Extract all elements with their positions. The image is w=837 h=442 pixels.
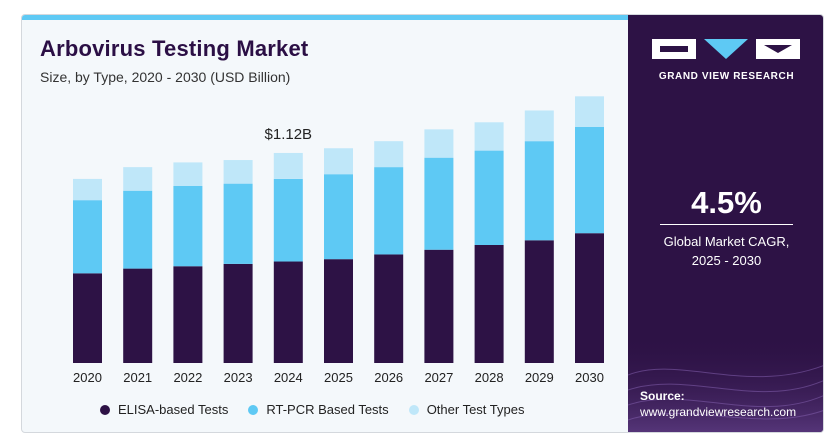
legend-label-rtpcr: RT-PCR Based Tests [266,402,389,417]
accent-bar [22,15,628,20]
x-tick-label-2021: 2021 [123,370,152,385]
x-tick-label-2030: 2030 [575,370,604,385]
bar-other-test-types-2026 [374,141,404,168]
bar-other-test-types-2028 [474,122,504,151]
legend-label-elisa: ELISA-based Tests [118,402,229,417]
chart-panel: Arbovirus Testing Market Size, by Type, … [22,20,628,432]
bar-other-test-types-2024 [273,152,303,179]
legend-item-elisa: ELISA-based Tests [100,402,228,417]
x-tick-label-2023: 2023 [224,370,253,385]
chart-subtitle: Size, by Type, 2020 - 2030 (USD Billion) [40,69,291,85]
bar-other-test-types-2027 [424,129,454,158]
legend-item-other: Other Test Types [408,402,525,417]
chart-title: Arbovirus Testing Market [40,36,309,61]
bar-other-test-types-2021 [123,167,153,191]
legend-item-rtpcr: RT-PCR Based Tests [248,402,389,417]
bar-other-test-types-2030 [575,96,604,127]
bar-rt-pcr-based-tests-2027 [424,157,454,250]
grand-view-research-logo [652,39,800,59]
bar-rt-pcr-based-tests-2025 [324,174,353,260]
bar-rt-pcr-based-tests-2023 [223,183,253,264]
x-tick-label-2026: 2026 [374,370,403,385]
bar-elisa-based-tests-2021 [123,268,153,363]
legend-swatch-other [408,404,419,415]
bar-rt-pcr-based-tests-2022 [173,186,203,267]
bar-rt-pcr-based-tests-2021 [123,190,153,269]
bar-elisa-based-tests-2028 [474,245,504,363]
bar-rt-pcr-based-tests-2024 [273,178,303,262]
bar-other-test-types-2029 [524,110,554,142]
bar-elisa-based-tests-2030 [575,233,604,363]
bar-rt-pcr-based-tests-2028 [474,150,504,245]
cagr-label: Global Market CAGR, 2025 - 2030 [628,232,823,270]
cagr-label-line2: 2025 - 2030 [691,253,762,268]
bar-elisa-based-tests-2026 [374,254,404,363]
source-note: Source: www.grandviewresearch.com [640,388,796,420]
decorative-wave-pattern [628,335,823,432]
bar-other-test-types-2025 [324,148,353,175]
bar-elisa-based-tests-2029 [524,240,554,363]
x-tick-label-2028: 2028 [475,370,504,385]
sidebar-panel: GRAND VIEW RESEARCH 4.5% Global Market C… [628,15,823,432]
stacked-bar-chart: 2020 2021 2022 2023 2024 $1.12B 2025 2026 2027 20… [73,96,604,385]
legend-swatch-rtpcr [248,404,259,415]
x-tick-label-2027: 2027 [424,370,453,385]
x-tick-label-2022: 2022 [173,370,202,385]
cagr-divider [660,224,793,225]
x-tick-label-2024: 2024 [274,370,303,385]
data-label-2024: $1.12B [265,126,313,143]
bar-other-test-types-2022 [173,162,203,186]
bar-elisa-based-tests-2025 [324,259,353,363]
source-url[interactable]: www.grandviewresearch.com [640,405,797,419]
bar-rt-pcr-based-tests-2020 [73,200,102,274]
bar-rt-pcr-based-tests-2029 [524,141,554,241]
brand-name: GRAND VIEW RESEARCH [658,71,795,82]
x-tick-label-2025: 2025 [324,370,353,385]
bar-other-test-types-2020 [73,178,102,201]
bar-rt-pcr-based-tests-2030 [575,127,604,234]
legend-swatch-elisa [100,404,110,415]
bar-elisa-based-tests-2022 [173,266,203,363]
bar-elisa-based-tests-2020 [73,273,102,363]
bar-elisa-based-tests-2023 [223,263,253,363]
chart-legend: ELISA-based Tests RT-PCR Based Tests Oth… [100,402,544,417]
x-tick-label-2020: 2020 [73,370,102,385]
legend-label-other: Other Test Types [426,402,525,417]
infographic-card: Arbovirus Testing Market Size, by Type, … [21,14,824,433]
source-label: Source: [640,389,685,403]
cagr-value: 4.5% [691,185,762,220]
x-tick-label-2029: 2029 [525,370,554,385]
bar-elisa-based-tests-2024 [273,261,303,363]
bar-elisa-based-tests-2027 [424,249,454,363]
bar-other-test-types-2023 [223,160,253,184]
cagr-label-line1: Global Market CAGR, [663,234,790,249]
bar-rt-pcr-based-tests-2026 [374,167,404,255]
